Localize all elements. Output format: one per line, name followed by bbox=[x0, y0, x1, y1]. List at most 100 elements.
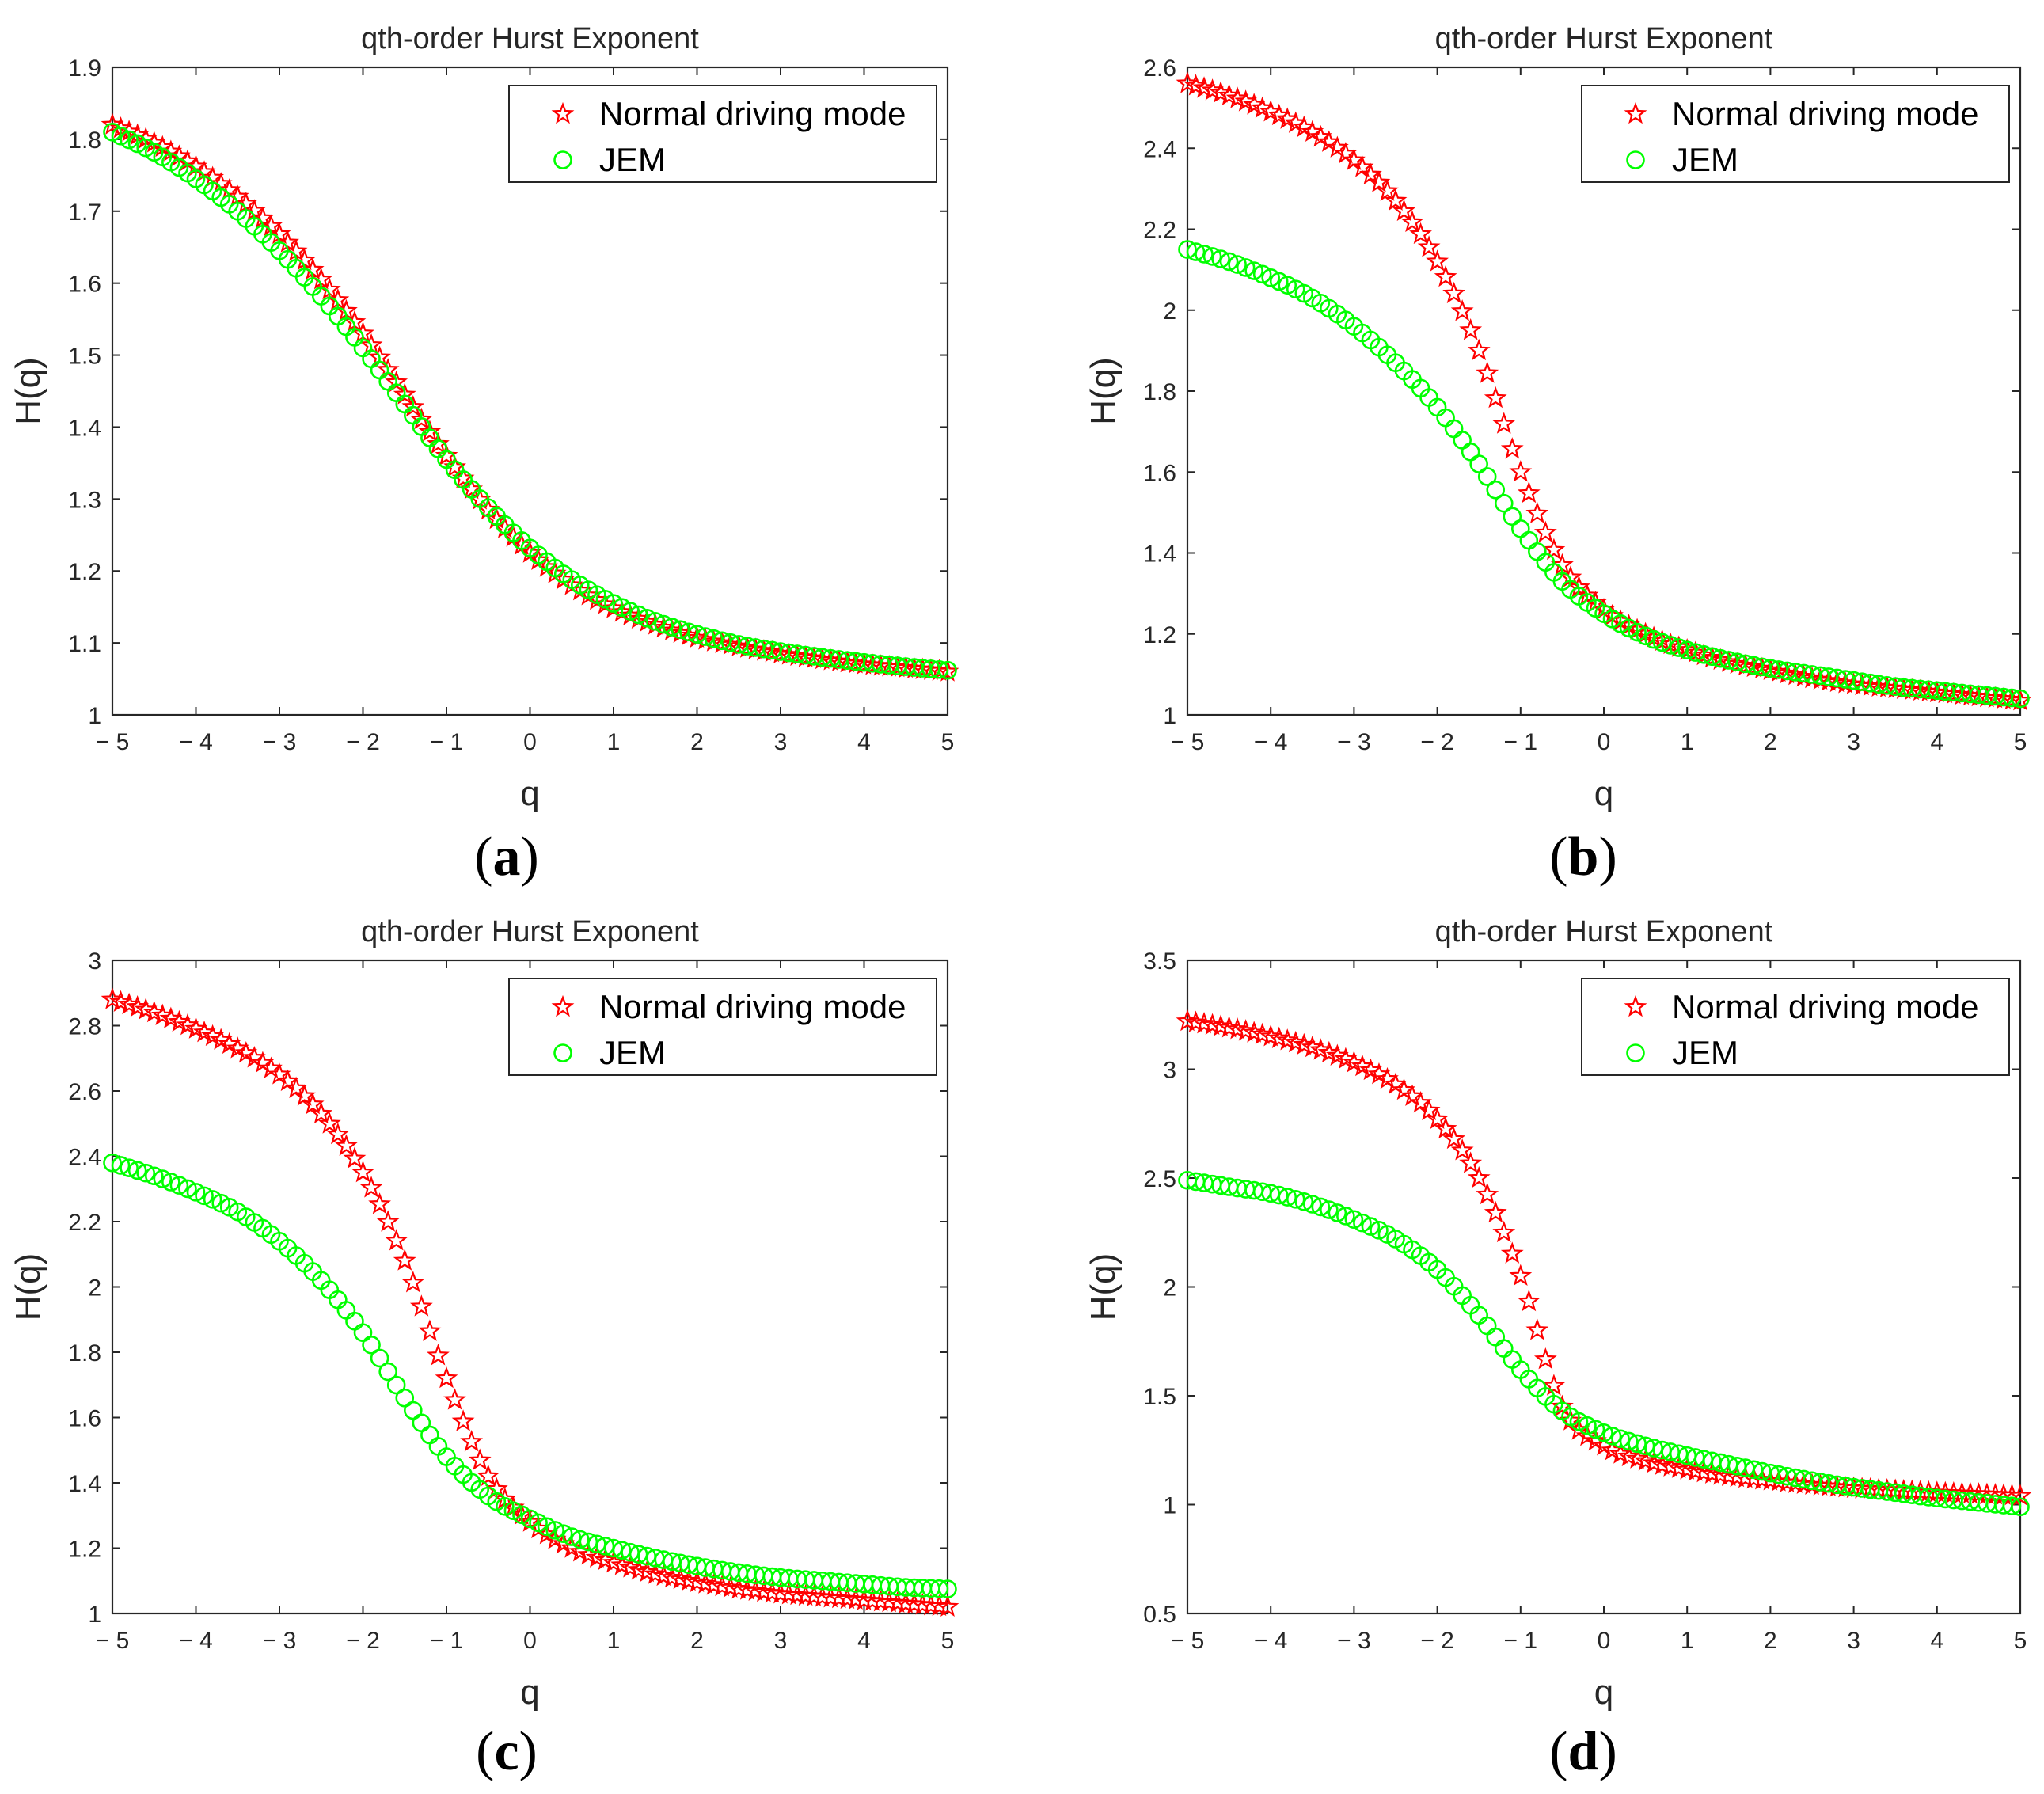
data-point bbox=[1586, 1420, 1605, 1439]
figure-caption: (c) bbox=[476, 1721, 538, 1782]
x-tick-label: 3 bbox=[774, 729, 788, 755]
data-point bbox=[1517, 1289, 1541, 1312]
star-marker-icon bbox=[1624, 101, 1647, 124]
data-point bbox=[385, 370, 408, 393]
data-point bbox=[418, 1319, 442, 1341]
y-tick-label: 1 bbox=[1163, 703, 1176, 729]
data-point bbox=[211, 1193, 230, 1213]
legend-label: JEM bbox=[599, 1034, 666, 1071]
y-tick-label: 1.5 bbox=[68, 344, 101, 370]
x-tick-label: − 1 bbox=[1504, 1628, 1538, 1654]
data-point bbox=[936, 659, 959, 682]
data-point bbox=[1459, 1151, 1483, 1173]
y-tick-label: 1.6 bbox=[1143, 460, 1176, 486]
x-tick-label: − 4 bbox=[179, 729, 213, 755]
data-point bbox=[370, 1348, 389, 1368]
data-point bbox=[111, 1156, 131, 1175]
data-point bbox=[1525, 501, 1549, 524]
data-point bbox=[1500, 1241, 1524, 1264]
data-point bbox=[654, 614, 674, 634]
data-point bbox=[1309, 124, 1332, 147]
y-tick-label: 1.2 bbox=[68, 559, 101, 585]
data-point bbox=[1636, 626, 1655, 646]
legend-label: JEM bbox=[1672, 141, 1738, 178]
x-tick-label: 2 bbox=[690, 1628, 704, 1654]
data-point bbox=[1361, 1217, 1381, 1236]
x-axis-label: q bbox=[520, 774, 539, 813]
data-point bbox=[120, 1158, 139, 1177]
data-point bbox=[103, 123, 122, 142]
x-tick-label: 0 bbox=[1598, 729, 1611, 755]
data-point bbox=[570, 1530, 590, 1549]
data-point bbox=[1278, 276, 1297, 295]
x-tick-label: − 3 bbox=[1337, 729, 1371, 755]
series-jem bbox=[1178, 240, 2030, 709]
data-point bbox=[1517, 481, 1541, 504]
data-point bbox=[1602, 1427, 1622, 1446]
data-point bbox=[1426, 249, 1449, 272]
data-point bbox=[1353, 1213, 1372, 1233]
data-point bbox=[401, 394, 425, 417]
data-point bbox=[401, 1271, 425, 1293]
data-point bbox=[1417, 1098, 1441, 1121]
y-tick-label: 1 bbox=[88, 703, 101, 729]
data-point bbox=[460, 1430, 484, 1452]
data-point bbox=[1533, 1347, 1557, 1370]
y-tick-label: 1.9 bbox=[68, 55, 101, 82]
x-tick-label: 4 bbox=[857, 1628, 871, 1654]
figure-caption: (a) bbox=[474, 827, 539, 887]
chart-title: qth-order Hurst Exponent bbox=[361, 915, 699, 948]
x-tick-label: 0 bbox=[523, 729, 537, 755]
data-point bbox=[1644, 629, 1663, 649]
data-point bbox=[1301, 120, 1324, 143]
star-marker-icon bbox=[1624, 994, 1647, 1017]
y-axis-label: H(q) bbox=[9, 1253, 47, 1321]
data-point bbox=[1228, 255, 1247, 274]
series-jem bbox=[1178, 1170, 2030, 1517]
data-point bbox=[326, 1122, 350, 1145]
y-tick-label: 2 bbox=[88, 1275, 101, 1302]
data-point bbox=[1661, 636, 1680, 655]
y-tick-label: 2.2 bbox=[68, 1210, 101, 1236]
data-point bbox=[386, 1375, 406, 1395]
data-point bbox=[936, 1594, 959, 1617]
data-point bbox=[1294, 1192, 1314, 1211]
data-point bbox=[343, 1146, 367, 1169]
data-point bbox=[645, 612, 665, 631]
data-point bbox=[1467, 338, 1491, 361]
data-point bbox=[427, 1344, 450, 1366]
y-tick-label: 0.5 bbox=[1143, 1602, 1176, 1628]
data-point bbox=[1384, 188, 1408, 211]
panel-a: qth-order Hurst Exponent − 5 − 4 − 3 − 2 − 1 0… bbox=[9, 22, 959, 887]
y-tick-label: 1.2 bbox=[1143, 622, 1176, 648]
x-tick-label: − 2 bbox=[1420, 1628, 1454, 1654]
legend-box bbox=[508, 978, 937, 1076]
data-point bbox=[604, 594, 623, 613]
data-point bbox=[1426, 1107, 1449, 1130]
x-tick-label: 3 bbox=[1847, 1628, 1860, 1654]
data-point bbox=[127, 134, 147, 154]
data-point bbox=[1619, 1431, 1639, 1451]
data-point bbox=[385, 1229, 408, 1251]
data-point bbox=[468, 1448, 492, 1470]
data-point bbox=[144, 1166, 164, 1186]
y-tick-label: 1.4 bbox=[68, 1471, 101, 1497]
data-point bbox=[696, 627, 715, 646]
x-tick-label: 5 bbox=[941, 1628, 955, 1654]
x-tick-label: − 3 bbox=[1337, 1628, 1371, 1654]
y-tick-label: 2.8 bbox=[68, 1014, 101, 1040]
data-point bbox=[1261, 268, 1280, 287]
x-tick-label: − 1 bbox=[430, 1628, 464, 1654]
data-point bbox=[418, 420, 442, 442]
y-tick-label: 2 bbox=[1163, 298, 1176, 325]
data-point bbox=[186, 1183, 206, 1202]
x-tick-label: 1 bbox=[1681, 1628, 1694, 1654]
data-point bbox=[409, 1294, 433, 1317]
x-tick-label: − 2 bbox=[1420, 729, 1454, 755]
x-tick-label: − 2 bbox=[346, 1628, 380, 1654]
y-tick-label: 2 bbox=[1163, 1275, 1176, 1302]
data-point bbox=[1476, 1182, 1499, 1205]
data-point bbox=[1551, 1394, 1574, 1417]
y-tick-label: 1.8 bbox=[68, 127, 101, 154]
data-point bbox=[1525, 1318, 1549, 1340]
